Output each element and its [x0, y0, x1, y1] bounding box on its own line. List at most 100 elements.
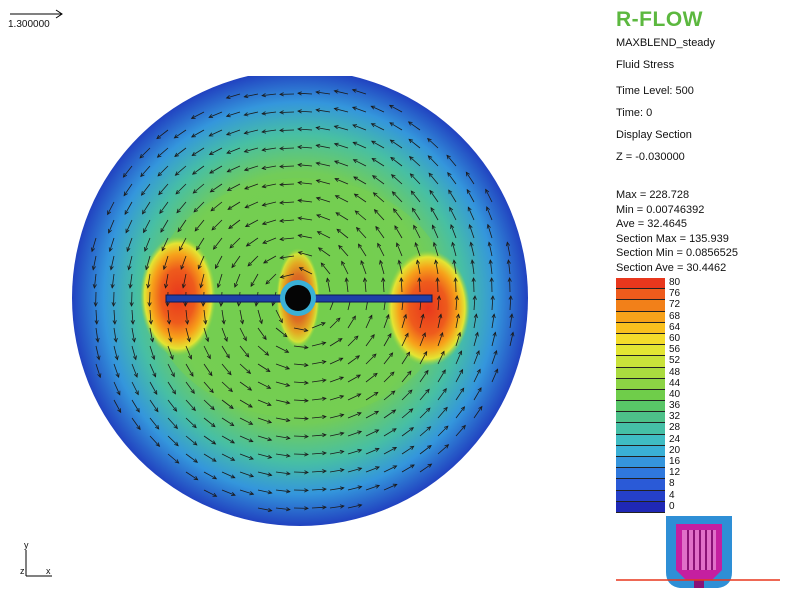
- velocity-vector: [311, 379, 326, 383]
- vector-arrowhead: [285, 435, 291, 440]
- velocity-vector: [473, 387, 482, 401]
- vector-arrowhead: [208, 114, 214, 118]
- velocity-vector: [192, 165, 205, 175]
- velocity-vector: [185, 417, 197, 428]
- vector-arrowhead: [469, 241, 474, 247]
- velocity-vector: [124, 201, 133, 215]
- vector-arrowhead: [441, 369, 446, 375]
- vector-arrowhead: [409, 173, 415, 178]
- vector-arrowhead: [321, 360, 327, 365]
- vector-arrowhead: [487, 241, 492, 247]
- velocity-vector: [159, 201, 169, 214]
- vector-arrowhead: [129, 302, 134, 307]
- velocity-vector: [107, 201, 115, 215]
- vector-arrowhead: [335, 212, 341, 217]
- velocity-vector: [245, 219, 259, 227]
- velocity-vector: [244, 93, 259, 98]
- velocity-vector: [437, 388, 447, 401]
- vector-arrowhead: [191, 133, 196, 138]
- vector-arrowhead: [390, 156, 395, 162]
- legend-label: 64: [669, 321, 681, 333]
- vector-arrowhead: [229, 421, 235, 427]
- vector-arrowhead: [408, 408, 414, 413]
- vector-arrowhead: [459, 368, 464, 374]
- velocity-vector: [334, 90, 349, 95]
- velocity-vector: [491, 350, 497, 365]
- velocity-vector: [191, 111, 205, 119]
- vector-arrowhead: [181, 283, 186, 289]
- velocity-vector: [432, 225, 439, 239]
- vector-arrowhead: [279, 218, 284, 223]
- vector-arrowhead: [491, 313, 496, 319]
- velocity-vector: [239, 399, 253, 408]
- velocity-vector: [329, 414, 344, 419]
- vector-arrowhead: [352, 159, 358, 164]
- velocity-vector: [145, 255, 151, 270]
- time-level: Time Level: 500: [616, 85, 694, 97]
- velocity-scale-reference: 1.300000: [8, 6, 68, 36]
- vector-arrowhead: [155, 442, 161, 447]
- vector-arrowhead: [486, 223, 491, 229]
- velocity-vector: [372, 175, 385, 185]
- vector-arrowhead: [185, 320, 190, 325]
- velocity-vector: [383, 390, 396, 401]
- velocity-vector: [226, 147, 241, 154]
- velocity-vector: [239, 489, 254, 495]
- vector-arrowhead: [244, 185, 249, 190]
- vector-arrowhead: [246, 369, 252, 375]
- stat-section-max: Section Max = 135.939: [616, 232, 729, 245]
- velocity-vector: [257, 381, 271, 389]
- velocity-vector: [329, 451, 344, 455]
- velocity-vector: [275, 435, 290, 439]
- velocity-vector: [419, 426, 431, 437]
- velocity-vector: [409, 156, 421, 167]
- vector-arrowhead: [370, 123, 376, 128]
- legend-entry: 44: [616, 378, 799, 390]
- velocity-vector: [509, 314, 513, 329]
- velocity-vector: [341, 261, 349, 275]
- vector-arrowhead: [467, 206, 472, 212]
- velocity-vector: [435, 260, 439, 275]
- velocity-vector: [209, 129, 223, 137]
- vector-arrowhead: [372, 192, 378, 197]
- velocity-vector: [509, 295, 512, 311]
- vector-arrowhead: [474, 331, 479, 337]
- velocity-vector: [131, 381, 139, 395]
- vector-arrowhead: [212, 492, 218, 497]
- velocity-vector-field: [91, 88, 515, 513]
- velocity-vector: [394, 225, 403, 239]
- legend-swatch: [616, 401, 665, 413]
- vector-arrowhead: [210, 422, 216, 428]
- velocity-vector: [126, 237, 133, 252]
- velocity-vector: [95, 363, 101, 378]
- velocity-vector: [131, 345, 137, 360]
- vector-arrowhead: [168, 337, 173, 343]
- legend-swatch: [616, 445, 665, 457]
- stat-section-ave: Section Ave = 30.4462: [616, 261, 727, 274]
- reference-arrow-value: 1.300000: [8, 19, 50, 30]
- vector-arrowhead: [175, 189, 181, 195]
- velocity-vector: [275, 471, 290, 475]
- vector-arrowhead: [279, 110, 284, 115]
- velocity-vector: [316, 197, 331, 203]
- velocity-vector: [489, 260, 493, 275]
- vector-arrowhead: [371, 158, 377, 163]
- display-section-label: Display Section: [616, 129, 692, 141]
- velocity-vector: [298, 164, 313, 167]
- velocity-vector: [210, 201, 223, 212]
- velocity-vector: [275, 309, 283, 323]
- velocity-vector: [491, 332, 496, 347]
- velocity-vector: [131, 417, 141, 430]
- vector-arrowhead: [297, 180, 302, 185]
- velocity-vector: [365, 429, 379, 437]
- vector-arrowhead: [417, 277, 422, 282]
- legend-swatch: [616, 345, 665, 357]
- vector-arrowhead: [125, 228, 130, 234]
- velocity-vector: [203, 435, 216, 445]
- vector-arrowhead: [392, 483, 398, 488]
- velocity-vector: [175, 165, 187, 176]
- vector-arrowhead: [304, 380, 309, 385]
- velocity-vector: [390, 139, 403, 149]
- vector-arrowhead: [339, 449, 345, 455]
- velocity-vector: [347, 335, 359, 347]
